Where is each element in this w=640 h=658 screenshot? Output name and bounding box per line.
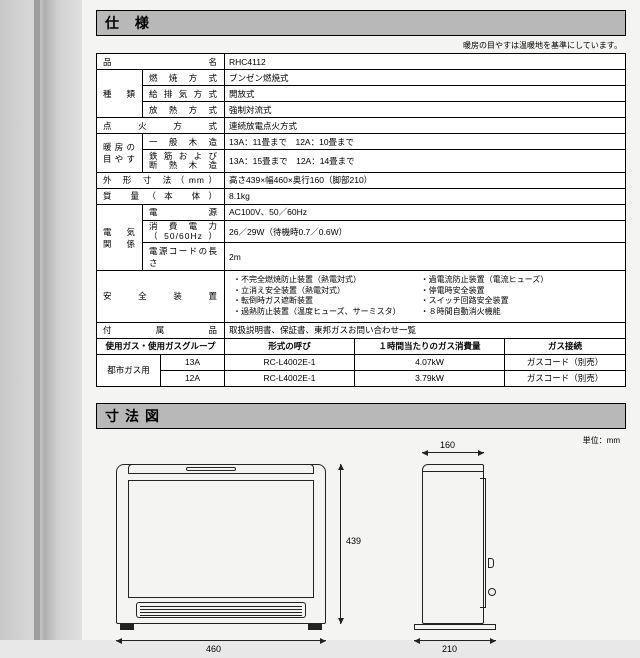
gas-header: 使用ガス・使用ガスグループ — [97, 338, 225, 354]
safety-right: 過電流防止装置（電流ヒューズ） 停電時安全装置 スイッチ回路安全装置 ８時間自動… — [421, 275, 549, 318]
spec-value: 13A：11畳まで 12A：10畳まで — [225, 134, 626, 150]
list-item: 停電時安全装置 — [421, 286, 549, 297]
gas-cell: RC-L4002E-1 — [225, 354, 355, 370]
spec-label: 給 排 気 方 式 — [143, 86, 225, 102]
spec-value: 26／29W（待機時0.7／0.6W） — [225, 220, 626, 243]
spec-value: ブンゼン燃焼式 — [225, 70, 626, 86]
gas-header: 形式の呼び — [225, 338, 355, 354]
book-spine — [0, 0, 82, 640]
spec-value: 取扱説明書、保証書、東邦ガスお問い合わせ一覧 — [225, 322, 626, 338]
list-item: スイッチ回路安全装置 — [421, 296, 549, 307]
spec-value: 強制対流式 — [225, 102, 626, 118]
section-title-dim: 寸法図 — [96, 403, 626, 429]
gas-group: 都市ガス用 — [97, 354, 161, 386]
spec-label: 電 源 — [143, 204, 225, 220]
spec-value: 2m — [225, 243, 626, 271]
list-item: ８時間自動消火機能 — [421, 307, 549, 318]
gas-cell: ガスコード（別売） — [505, 370, 626, 386]
spec-label: 電源コードの長さ — [143, 243, 225, 271]
spec-value-safety: 不完全燃焼防止装置（熱電対式） 立消え安全装置（熱電対式） 転倒時ガス遮断装置 … — [225, 271, 626, 322]
gas-table: 使用ガス・使用ガスグループ 形式の呼び １時間当たりのガス消費量 ガス接続 都市… — [96, 338, 626, 387]
section-title-spec: 仕 様 — [96, 10, 626, 36]
dim-depth-top: 160 — [440, 440, 455, 450]
gas-cell: ガスコード（別売） — [505, 354, 626, 370]
spec-value: 高さ439×幅460×奥行160（脚部210） — [225, 172, 626, 188]
list-item: 過熱防止装置（温度ヒューズ、サーミスタ） — [233, 307, 401, 318]
side-view: 160 210 — [396, 458, 546, 658]
manual-page: 仕 様 暖房の目やすは温暖地を基準にしています。 品 名 RHC4112 種 類… — [82, 0, 640, 640]
gas-cell: 4.07kW — [355, 354, 505, 370]
spec-label: 点 火 方 式 — [97, 118, 225, 134]
spec-group: 種 類 — [97, 70, 143, 118]
spec-value: AC100V、50／60Hz — [225, 204, 626, 220]
spec-value: 13A：15畳まで 12A：14畳まで — [225, 150, 626, 173]
spec-subtitle: 暖房の目やすは温暖地を基準にしています。 — [96, 38, 626, 53]
gas-cell: 3.79kW — [355, 370, 505, 386]
spec-label: 品 名 — [97, 54, 225, 70]
spec-table: 品 名 RHC4112 種 類 燃 焼 方 式 ブンゼン燃焼式 給 排 気 方 … — [96, 53, 626, 339]
dimension-drawings: 460 439 160 210 — [96, 450, 626, 658]
spec-value: RHC4112 — [225, 54, 626, 70]
safety-left: 不完全燃焼防止装置（熱電対式） 立消え安全装置（熱電対式） 転倒時ガス遮断装置 … — [233, 275, 401, 318]
spec-group: 電 気 関 係 — [97, 204, 143, 271]
front-view: 460 439 — [106, 458, 366, 658]
list-item: 立消え安全装置（熱電対式） — [233, 286, 401, 297]
spec-label: 安 全 装 置 — [97, 271, 225, 322]
gas-cell: RC-L4002E-1 — [225, 370, 355, 386]
spec-value: 連続放電点火方式 — [225, 118, 626, 134]
dim-depth-foot: 210 — [442, 644, 457, 654]
list-item: 過電流防止装置（電流ヒューズ） — [421, 275, 549, 286]
dim-height: 439 — [346, 536, 361, 546]
spec-label: 付 属 品 — [97, 322, 225, 338]
gas-header: ガス接続 — [505, 338, 626, 354]
spec-value: 8.1kg — [225, 188, 626, 204]
spec-label: 燃 焼 方 式 — [143, 70, 225, 86]
spec-group: 暖房の 目やす — [97, 134, 143, 173]
list-item: 不完全燃焼防止装置（熱電対式） — [233, 275, 401, 286]
spec-label: 一 般 木 造 — [143, 134, 225, 150]
spec-label: 外 形 寸 法（mm） — [97, 172, 225, 188]
gas-header: １時間当たりのガス消費量 — [355, 338, 505, 354]
dim-width: 460 — [206, 644, 221, 654]
spec-label: 質 量（本 体） — [97, 188, 225, 204]
list-item: 転倒時ガス遮断装置 — [233, 296, 401, 307]
spec-value: 開放式 — [225, 86, 626, 102]
unit-note: 単位：mm — [96, 431, 626, 450]
gas-cell: 13A — [161, 354, 225, 370]
spec-label: 鉄筋および 断 熱 木 造 — [143, 150, 225, 173]
gas-cell: 12A — [161, 370, 225, 386]
spec-label: 放 熱 方 式 — [143, 102, 225, 118]
spec-label: 消 費 電 力 （50/60Hz） — [143, 220, 225, 243]
